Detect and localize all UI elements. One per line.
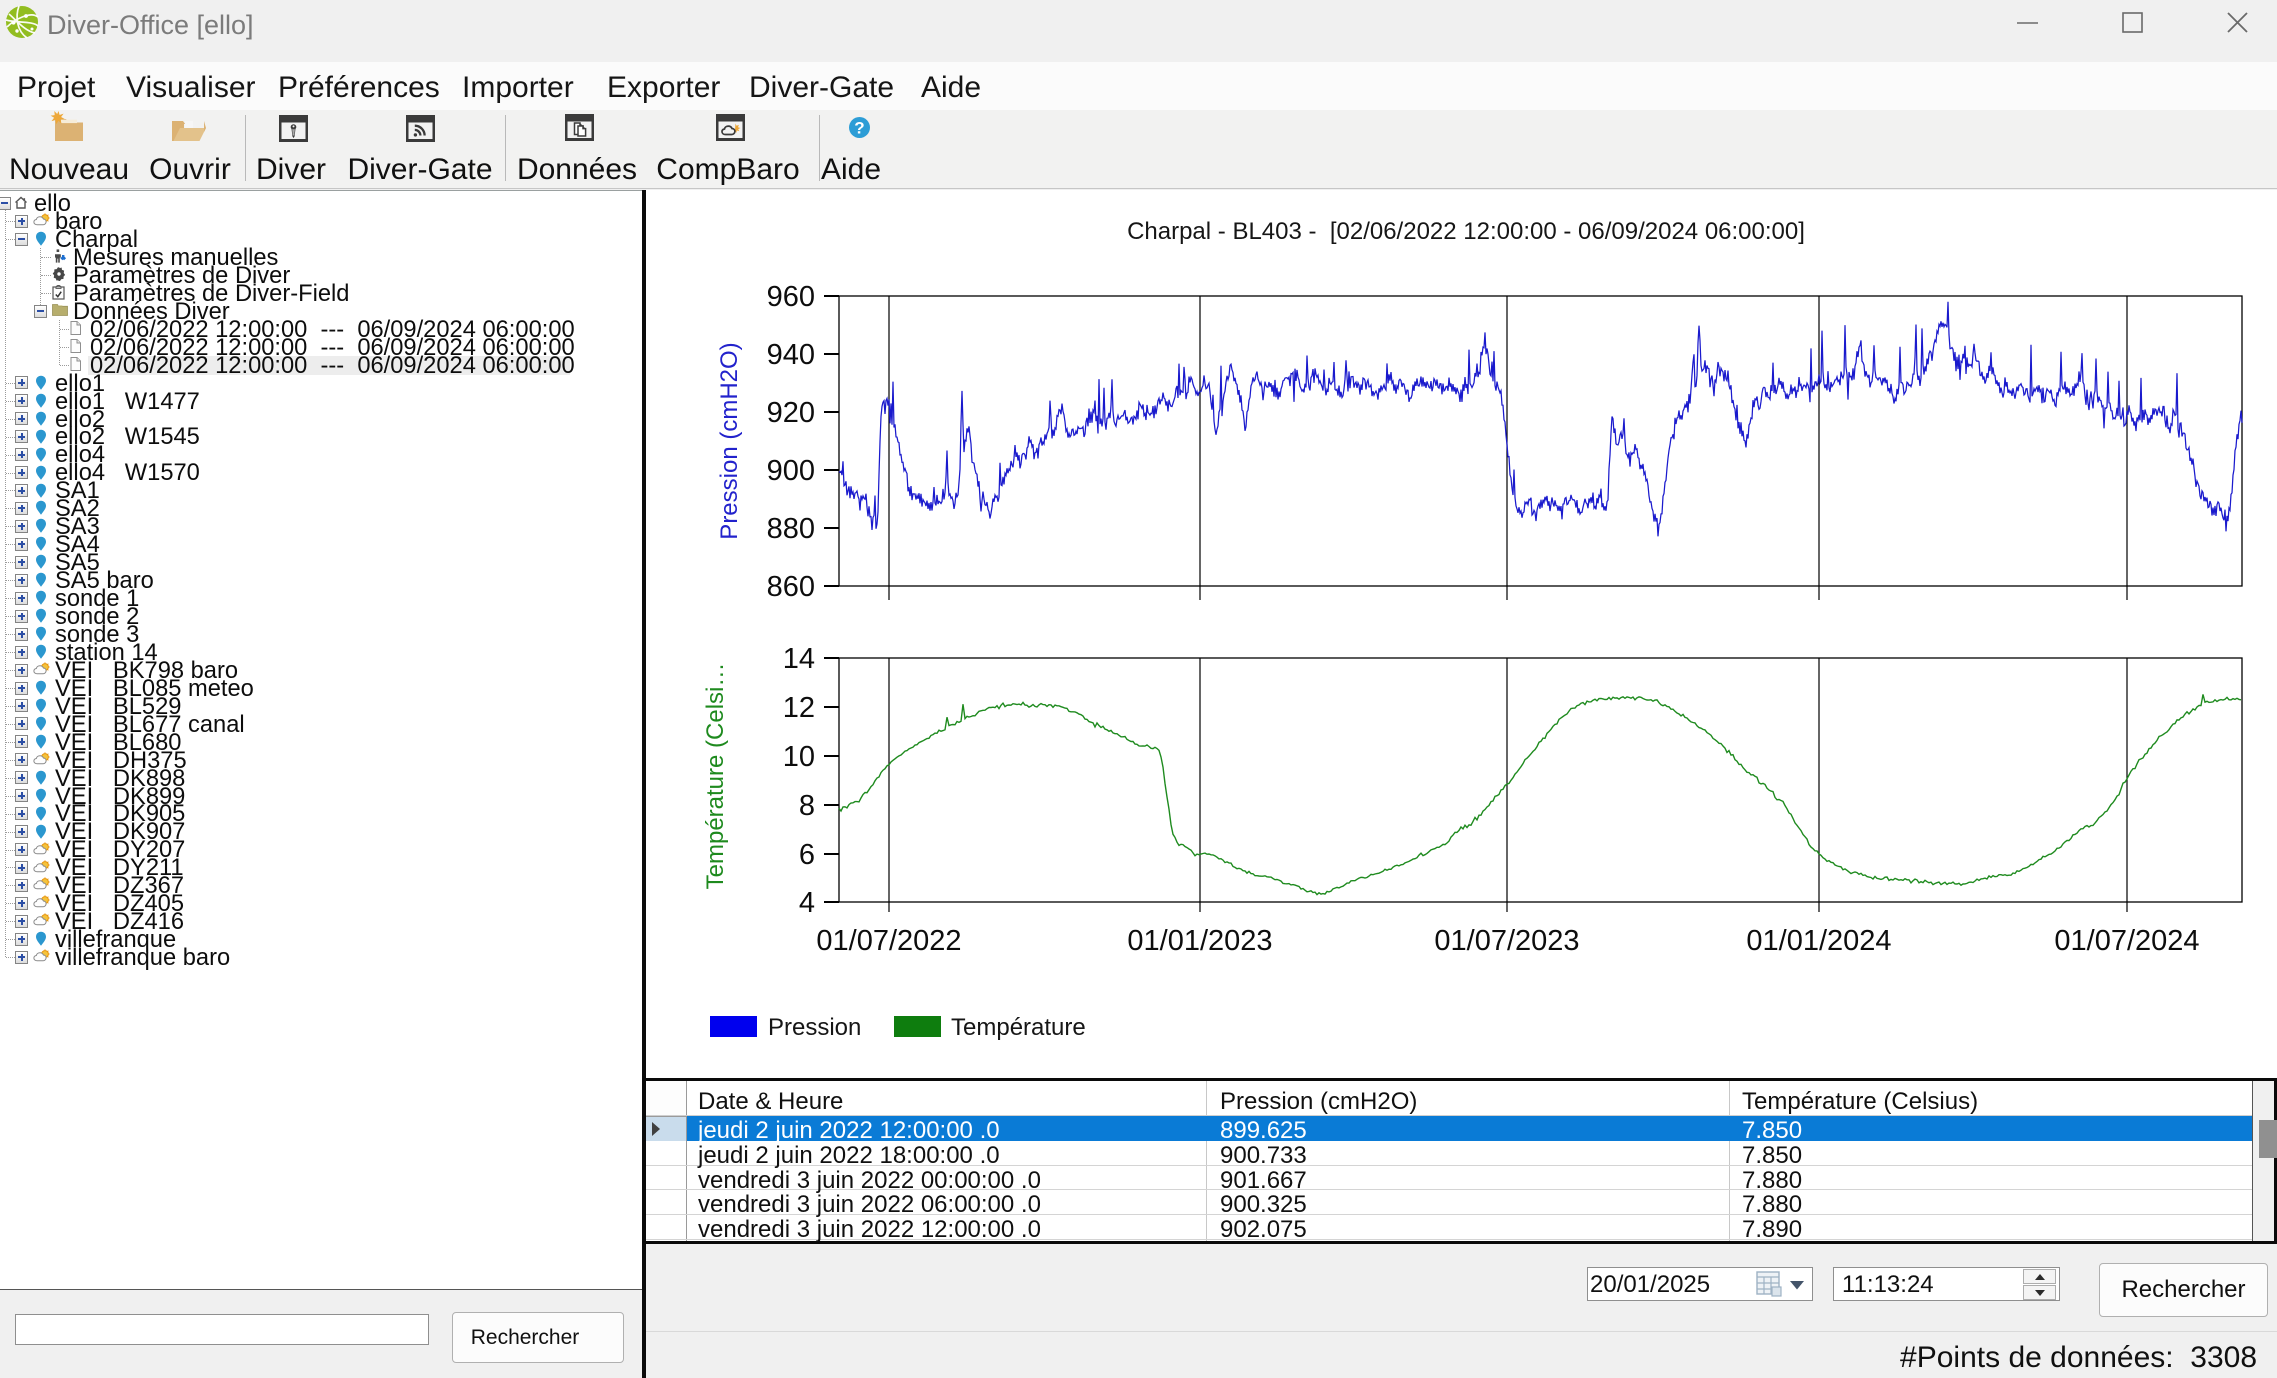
svg-text:6: 6 bbox=[799, 839, 815, 871]
svg-text:880: 880 bbox=[767, 513, 815, 545]
svg-text:10: 10 bbox=[783, 741, 815, 773]
svg-text:01/01/2024: 01/01/2024 bbox=[1746, 925, 1891, 957]
svg-text:4: 4 bbox=[799, 887, 815, 919]
svg-text:900: 900 bbox=[767, 455, 815, 487]
svg-text:860: 860 bbox=[767, 571, 815, 603]
svg-text:12: 12 bbox=[783, 692, 815, 724]
svg-text:Température: Température bbox=[951, 1014, 1086, 1041]
svg-text:01/07/2023: 01/07/2023 bbox=[1434, 925, 1579, 957]
svg-text:960: 960 bbox=[767, 281, 815, 313]
svg-text:940: 940 bbox=[767, 339, 815, 371]
svg-text:Pression (cmH2O): Pression (cmH2O) bbox=[716, 342, 743, 539]
svg-text:Température (Celsi…: Température (Celsi… bbox=[702, 663, 729, 890]
svg-text:?: ? bbox=[854, 119, 864, 138]
svg-text:01/01/2023: 01/01/2023 bbox=[1127, 925, 1272, 957]
svg-text:Pression: Pression bbox=[768, 1014, 861, 1041]
svg-text:920: 920 bbox=[767, 397, 815, 429]
svg-text:Charpal - BL403 - [02/06/2022: Charpal - BL403 - [02/06/2022 12:00:00 -… bbox=[1127, 218, 1805, 245]
svg-text:01/07/2022: 01/07/2022 bbox=[816, 925, 961, 957]
svg-text:14: 14 bbox=[783, 643, 815, 675]
svg-text:01/07/2024: 01/07/2024 bbox=[2054, 925, 2199, 957]
svg-text:8: 8 bbox=[799, 790, 815, 822]
